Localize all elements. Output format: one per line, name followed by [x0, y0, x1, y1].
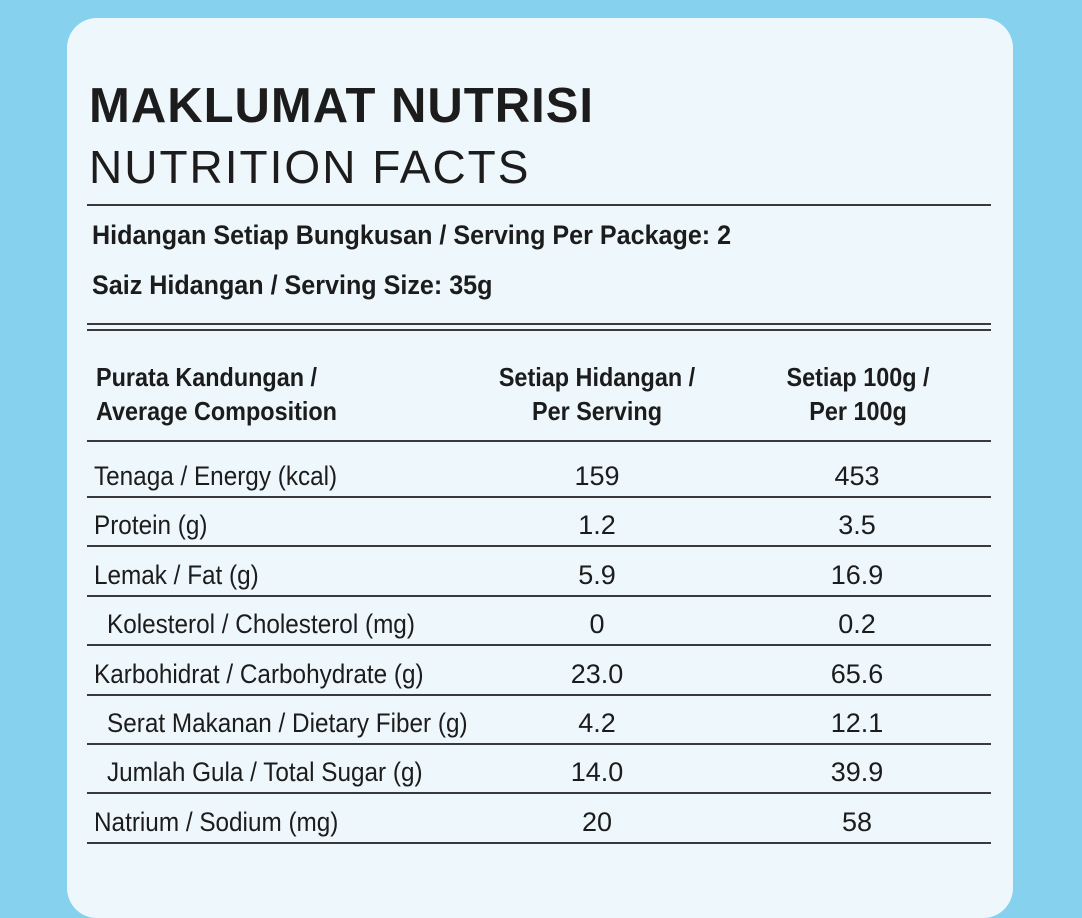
divider-top — [87, 204, 991, 206]
value-per-100g: 16.9 — [830, 559, 884, 590]
row-divider — [87, 594, 991, 597]
row-divider — [87, 644, 991, 647]
header-average-composition-line2: Average Composition — [96, 396, 337, 426]
nutrient-name: Natrium / Sodium (mg) — [94, 806, 339, 837]
row-divider — [87, 743, 991, 745]
table-row: Natrium / Sodium (mg) 20 58 — [87, 794, 991, 844]
header-per-100g-line2: Per 100g — [809, 396, 907, 426]
row-divider — [87, 841, 991, 844]
header-per-serving-line1: Setiap Hidangan / — [498, 362, 696, 392]
table-row: Protein (g) 1.2 3.5 — [87, 497, 991, 548]
value-per-100g: 39.9 — [830, 757, 884, 788]
table-row: Lemak / Fat (g) 5.9 16.9 — [87, 547, 991, 597]
value-per-serving: 1.2 — [578, 510, 616, 541]
value-per-100g: 65.6 — [830, 658, 884, 689]
divider-header — [87, 440, 991, 442]
row-divider — [87, 693, 991, 696]
value-per-100g: 3.5 — [838, 510, 876, 541]
nutrient-name: Tenaga / Energy (kcal) — [94, 461, 338, 491]
value-per-serving: 4.2 — [578, 708, 616, 738]
value-per-serving: 20 — [581, 806, 613, 837]
value-per-100g: 0.2 — [838, 609, 876, 640]
value-per-100g: 453 — [834, 461, 880, 491]
nutrient-name: Serat Makanan / Dietary Fiber (g) — [107, 708, 468, 738]
value-per-serving: 5.9 — [578, 559, 616, 590]
nutrient-name: Protein (g) — [94, 510, 208, 541]
value-per-serving: 23.0 — [570, 658, 624, 689]
table-row: Karbohidrat / Carbohydrate (g) 23.0 65.6 — [87, 646, 991, 696]
value-per-serving: 0 — [589, 609, 605, 640]
divider-double-upper — [87, 323, 991, 325]
header-per-serving-line2: Per Serving — [531, 396, 663, 426]
table-row: Serat Makanan / Dietary Fiber (g) 4.2 12.1 — [87, 695, 991, 745]
header-per-100g-line1: Setiap 100g / — [786, 362, 930, 392]
serving-size: Saiz Hidangan / Serving Size: 35g — [92, 270, 493, 300]
value-per-100g: 58 — [841, 806, 873, 837]
divider-double-lower — [87, 329, 991, 331]
nutrient-name: Lemak / Fat (g) — [94, 559, 259, 590]
header-average-composition: Purata Kandungan / Average Composition — [96, 360, 337, 428]
value-per-100g: 12.1 — [830, 708, 884, 738]
nutrient-name: Karbohidrat / Carbohydrate (g) — [94, 658, 424, 689]
title-malay: MAKLUMAT NUTRISI — [89, 79, 595, 133]
row-divider — [87, 545, 991, 548]
value-per-serving: 159 — [574, 461, 620, 491]
nutrition-panel — [67, 18, 1013, 918]
row-divider — [87, 792, 991, 795]
header-per-100g: Setiap 100g / Per 100g — [750, 360, 966, 428]
header-average-composition-line1: Purata Kandungan / — [96, 362, 318, 392]
nutrient-name: Kolesterol / Cholesterol (mg) — [107, 609, 415, 640]
title-english: NUTRITION FACTS — [89, 141, 531, 193]
table-row: Kolesterol / Cholesterol (mg) 0 0.2 — [87, 596, 991, 647]
table-row: Jumlah Gula / Total Sugar (g) 14.0 39.9 — [87, 744, 991, 795]
header-per-serving: Setiap Hidangan / Per Serving — [489, 360, 705, 428]
table-row: Tenaga / Energy (kcal) 159 453 — [87, 448, 991, 498]
serving-per-package: Hidangan Setiap Bungkusan / Serving Per … — [92, 220, 732, 250]
row-divider — [87, 496, 991, 498]
value-per-serving: 14.0 — [570, 757, 624, 788]
nutrient-name: Jumlah Gula / Total Sugar (g) — [107, 757, 423, 788]
